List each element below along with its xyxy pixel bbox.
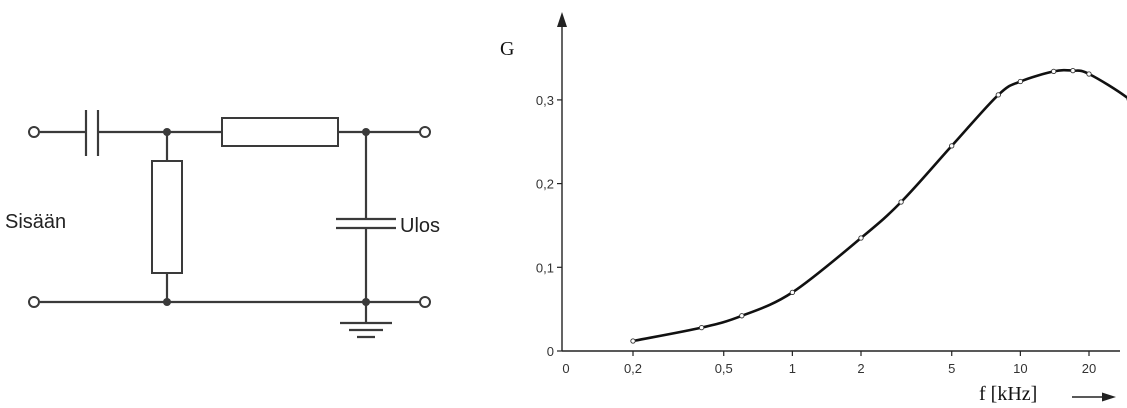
- x-tick-label: 5: [948, 361, 955, 376]
- input-label: Sisään: [5, 211, 66, 233]
- data-point: [949, 143, 955, 149]
- input-terminal-top: [28, 126, 40, 138]
- y-tick-label: 0,1: [536, 260, 554, 275]
- output-label: Ulos: [400, 215, 440, 237]
- junction-node: [362, 298, 370, 306]
- input-terminal-bottom: [28, 296, 40, 308]
- output-terminal-top: [419, 126, 431, 138]
- junction-node: [163, 298, 171, 306]
- y-tick-label: 0: [547, 344, 554, 359]
- data-point: [1051, 68, 1057, 75]
- series-curve: [632, 68, 1127, 343]
- junction-node: [163, 128, 171, 136]
- x-tick-label: 10: [1013, 361, 1027, 376]
- y-axis-arrow-icon: [557, 12, 567, 27]
- output-terminal-bottom: [419, 296, 431, 308]
- x-tick-label: 2: [857, 361, 864, 376]
- x-tick-label: 0,5: [715, 361, 733, 376]
- x-axis-arrow-icon: [1102, 392, 1116, 402]
- series-points: [630, 67, 1127, 344]
- rc-circuit-diagram: Sisään Ulos: [5, 110, 440, 339]
- data-point: [995, 92, 1001, 98]
- data-point: [898, 199, 904, 205]
- series-resistor: [221, 117, 339, 147]
- frequency-response-chart: 00,20,51251020501002005001000 00,10,20,3…: [500, 12, 1127, 405]
- data-point: [1017, 78, 1024, 85]
- shunt-resistor: [151, 160, 183, 274]
- data-point: [858, 235, 864, 241]
- y-tick-label: 0,3: [536, 93, 554, 108]
- chart-axes: [557, 12, 1120, 402]
- data-point: [1070, 67, 1076, 74]
- data-point: [630, 338, 636, 344]
- x-tick-label: 0,2: [624, 361, 642, 376]
- y-axis-label: G: [500, 38, 514, 60]
- junction-node: [362, 128, 370, 136]
- x-tick-label: 20: [1082, 361, 1096, 376]
- data-point: [1086, 71, 1092, 77]
- x-axis-label: f [kHz]: [979, 383, 1037, 405]
- ground-icon: [340, 302, 392, 339]
- x-tick-label: 0: [562, 361, 569, 376]
- y-axis-ticks: 0 0,1 0,2 0,3: [536, 93, 562, 359]
- data-point: [739, 313, 745, 319]
- data-point: [789, 289, 796, 296]
- x-axis-ticks: 00,20,51251020501002005001000: [562, 351, 1096, 376]
- data-point: [698, 324, 705, 331]
- y-tick-label: 0,2: [536, 177, 554, 192]
- x-tick-label: 1: [789, 361, 796, 376]
